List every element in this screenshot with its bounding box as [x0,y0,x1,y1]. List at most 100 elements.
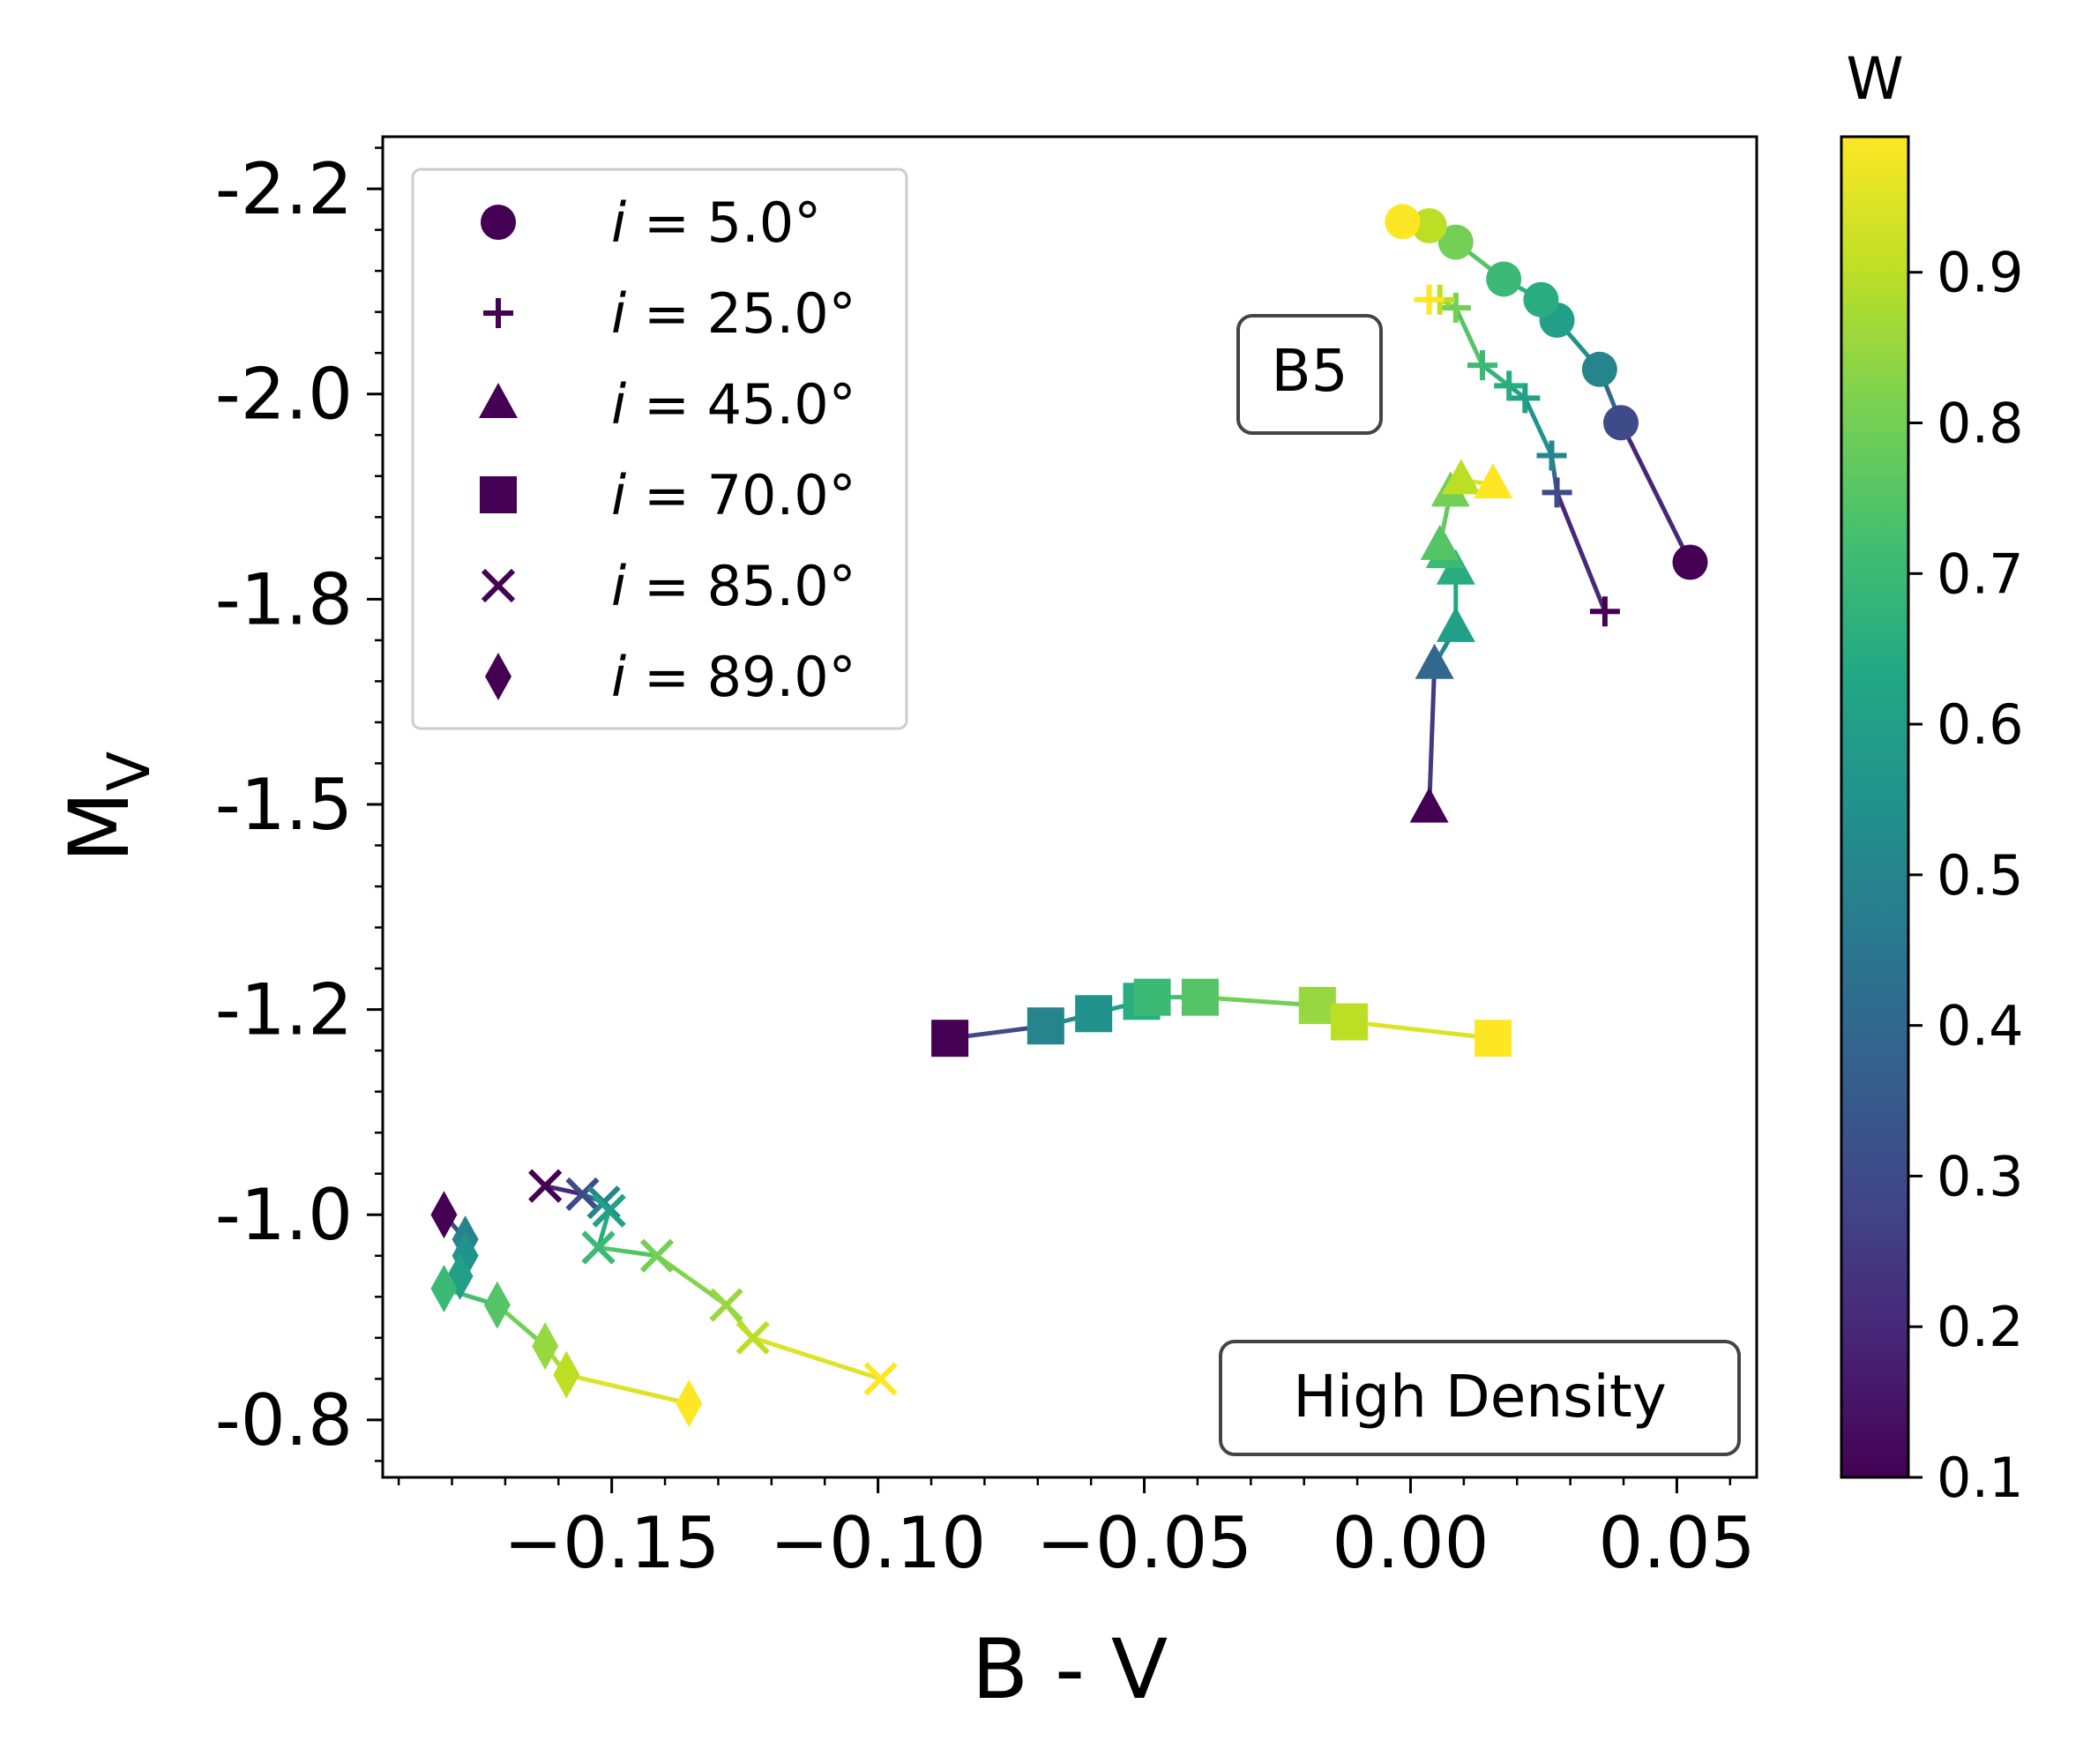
legend-marker-x [481,568,516,603]
data-point-plus [1467,350,1498,381]
data-point-plus [1510,383,1541,414]
y-tick-label: -1.0 [215,1174,353,1256]
data-point-plus [1542,477,1572,508]
data-point-circle [1437,224,1474,260]
data-point-x [592,1193,626,1228]
legend-label: i = 85.0° [611,554,856,618]
legend-entry: i = 70.0° [480,463,856,527]
series-x [528,1169,898,1396]
legend-marker-plus [483,298,513,328]
colorbar-gradient [1840,135,1910,1479]
annotation-b5: B5 [1236,314,1383,435]
colorbar-tick-label: 0.2 [1937,1295,2024,1359]
data-point-triangle [1436,606,1475,642]
legend-marker-triangle [479,383,518,418]
colorbar-tick-label: 0.8 [1937,391,2024,455]
y-tick-label: -2.0 [215,354,353,436]
series-line-segment [565,1372,690,1406]
data-point-square [931,1020,969,1058]
x-tick-label: −0.15 [504,1502,720,1584]
data-point-plus [1536,440,1567,471]
legend-label-value: = 25.0° [626,281,855,346]
legend-label-symbol: i [611,191,626,255]
legend-label-symbol: i [611,463,626,527]
data-point-triangle [1420,524,1460,560]
legend-entry: i = 5.0° [481,191,821,255]
x-tick-label: 0.05 [1598,1502,1755,1584]
legend-label: i = 70.0° [611,463,856,527]
y-tick-label: -2.2 [215,148,353,230]
series-line-segment [1348,1020,1494,1041]
annotation-high-density-box [1219,1340,1741,1456]
x-tick-label: −0.05 [1036,1502,1252,1584]
data-point-circle [1672,544,1708,580]
colorbar-tick-label: 0.9 [1937,241,2024,305]
data-point-square [1027,1007,1064,1045]
x-tick-label: −0.10 [770,1502,986,1584]
data-point-plus [1414,284,1445,315]
data-point-x [863,1362,898,1396]
data-point-triangle [1409,787,1449,823]
y-tick-label: -0.8 [215,1379,353,1461]
data-point-square [1133,978,1171,1016]
legend-items: i = 5.0°i = 25.0°i = 45.0°i = 70.0°i = 8… [479,191,856,709]
legend-label-value: = 45.0° [626,372,855,437]
data-series-layer [430,204,1708,1428]
series-line-segment [1453,306,1485,367]
series-line-segment [1199,995,1318,1008]
colorbar-tick-label: 0.7 [1937,542,2024,606]
data-point-x [639,1238,675,1273]
colorbar-tick-label: 0.3 [1937,1144,2024,1208]
legend-label-value: = 70.0° [626,463,855,527]
annotation-high-density: High Density [1219,1340,1741,1456]
series-circle [1385,204,1708,580]
series-line-segment [1555,491,1608,613]
data-point-diamond [483,1281,511,1329]
legend-entry: i = 89.0° [485,645,856,709]
series-line-segment [751,1335,882,1381]
annotation-b5-text: B5 [1271,337,1348,405]
data-point-x [735,1320,770,1355]
data-point-triangle [1474,463,1513,499]
y-axis-label-subscript: V [95,751,163,791]
legend-entry: i = 25.0° [483,281,856,346]
data-point-diamond [553,1350,580,1399]
series-triangle [1409,459,1513,823]
legend-label-symbol: i [611,554,626,618]
series-line-segment [598,1245,658,1259]
legend: i = 5.0°i = 25.0°i = 45.0°i = 70.0°i = 8… [411,168,908,730]
legend-label-value: = 85.0° [626,554,855,618]
legend-frame [411,168,908,730]
data-point-x [709,1288,743,1322]
colorbar: 0.1 0.2 0.3 0.4 0.5 0.6 0.7 0.8 0.9 W [1840,45,2024,1510]
data-point-x [565,1177,600,1212]
series-line-segment [544,1184,583,1197]
data-point-square [1075,995,1113,1033]
data-point-square [1475,1020,1512,1058]
legend-label-value: = 89.0° [626,645,855,709]
colorbar-tick-label: 0.4 [1937,994,2024,1058]
legend-label-symbol: i [611,281,626,346]
series-diamond [430,1191,703,1428]
series-line-segment [1481,363,1511,388]
series-line-segment [1618,422,1692,564]
data-point-square [1331,1003,1369,1041]
data-point-circle [1603,405,1639,441]
legend-marker-square [480,476,517,513]
y-axis: -2.2 -2.0 -1.8 -1.5 -1.2 -1.0 -0.8 [215,146,383,1462]
series-line-segment [1523,397,1554,457]
legend-entry: i = 85.0° [481,554,856,618]
series-square [931,978,1512,1058]
data-point-triangle [1415,643,1454,679]
legend-label: i = 5.0° [611,191,821,255]
colorbar-label: W [1846,45,1903,113]
x-axis-label: B - V [972,1622,1168,1718]
plot-area-frame [381,135,1758,1479]
series-line-segment [596,1209,612,1249]
data-point-square [1181,978,1219,1016]
data-point-circle [1486,261,1522,297]
legend-entry: i = 45.0° [479,372,856,437]
y-tick-label: -1.8 [215,558,353,640]
data-point-diamond [430,1191,458,1239]
